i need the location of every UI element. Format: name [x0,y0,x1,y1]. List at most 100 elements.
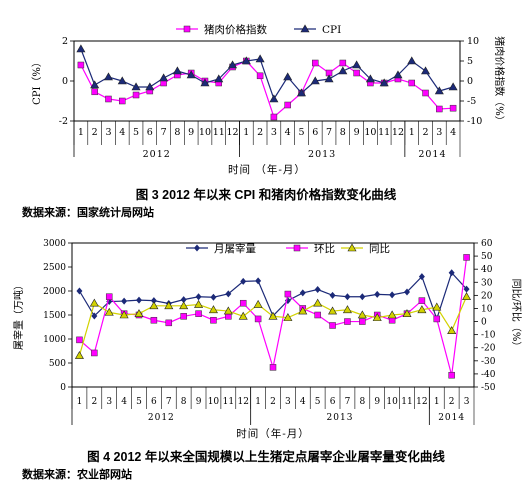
y-right-tick-label: 0 [481,318,487,328]
data-point [314,311,321,319]
y-left-tick-label: 1000 [43,335,66,345]
legend-label: CPI [322,24,341,36]
series-0 [77,57,457,121]
data-point [269,364,277,371]
x-tick-label: 4 [450,127,456,138]
data-point [448,82,458,91]
x-tick-label: 10 [199,127,211,138]
data-point [296,88,306,97]
data-point [408,79,415,87]
x-tick-label: 10 [386,397,398,407]
data-point [119,310,129,319]
data-point [238,311,248,320]
data-point [255,277,262,285]
y-left-axis-label: 屠宰量（万吨） [12,280,25,350]
x-tick-label: 6 [330,397,336,407]
y-right-tick-label: -40 [481,370,496,380]
y-left-tick-label: 2 [62,36,68,47]
data-point [365,74,375,83]
legend-marker [300,24,310,33]
data-point [172,66,182,75]
data-point [402,309,412,317]
data-point [339,59,347,67]
x-tick-label: 8 [181,397,187,407]
data-point [76,287,83,295]
data-point [447,326,457,335]
x-tick-label: 3 [105,127,111,138]
y-left-tick-label: 3000 [43,239,66,249]
x-tick-label: 1 [77,397,83,407]
series-2 [74,292,472,359]
y-right-tick-label: 50 [481,252,493,262]
x-tick-label: 9 [354,127,360,138]
data-point [434,86,444,95]
chart1-source: 数据来源：国家统计局网站 [22,206,154,219]
data-point [131,82,141,91]
x-tick-label: 11 [223,397,234,407]
x-tick-label: 9 [188,127,194,138]
x-tick-label: 2 [423,127,429,138]
data-point [404,288,410,296]
data-point [104,307,114,316]
data-point [132,91,140,99]
x-tick-label: 11 [378,127,390,138]
data-point [150,316,158,324]
data-point [255,54,265,63]
x-tick-label: 12 [416,397,427,407]
x-tick-label: 10 [364,127,376,138]
data-point [256,72,264,80]
data-point [329,322,336,329]
data-point [418,273,425,281]
data-point [462,292,472,300]
data-point [254,315,262,323]
data-point [239,299,247,307]
data-point [313,298,323,307]
data-point [357,310,367,319]
legend: 猪肉价格指数 CPI [176,23,341,36]
x-tick-label: 6 [147,127,153,138]
y-right-tick-label: 5 [467,56,473,67]
y-left-tick-label: 0 [62,76,68,87]
data-point [269,94,279,103]
legend-marker [194,244,200,252]
data-point [359,318,366,325]
x-tick-label: 5 [315,397,321,407]
x-tick-label: 8 [174,127,180,138]
series-line [78,296,468,356]
data-point [228,60,238,69]
legend-marker [183,25,191,33]
data-point [179,301,189,310]
data-point [374,290,381,298]
data-point [195,293,202,301]
data-point [136,296,142,304]
data-point [379,78,389,87]
data-point [103,72,113,81]
data-point [283,313,293,321]
data-point [214,74,224,83]
y-left-axis-label: CPI（%） [31,57,43,105]
data-point [164,301,174,310]
x-axis-label: 时间（年-月） [236,427,310,440]
data-point [432,302,442,311]
data-point [353,69,360,77]
x-axis-label: 时间 （年-月） [228,163,306,176]
x-tick-label: 5 [136,397,142,407]
x-tick-label: 9 [196,397,202,407]
x-tick-label: 11 [213,127,225,138]
data-point [90,80,100,89]
data-point [91,88,98,96]
chart1-caption: 图 3 2012 年以来 CPI 和猪肉价格指数变化曲线 [135,188,397,202]
data-point [91,349,98,357]
y-right-tick-label: -30 [481,357,496,367]
x-tick-label: 3 [271,127,277,138]
x-tick-label: 9 [374,397,380,407]
y-left-tick-label: 500 [49,359,66,369]
legend: 月屠宰量 环比 同比 [186,242,390,255]
x-tick-label: 7 [161,127,167,138]
legend-label: 猪肉价格指数 [204,23,267,36]
x-tick-label: 12 [392,127,404,138]
data-point [119,97,126,105]
year-label: 2012 [148,413,175,423]
y-right-tick-label: 30 [481,278,493,288]
